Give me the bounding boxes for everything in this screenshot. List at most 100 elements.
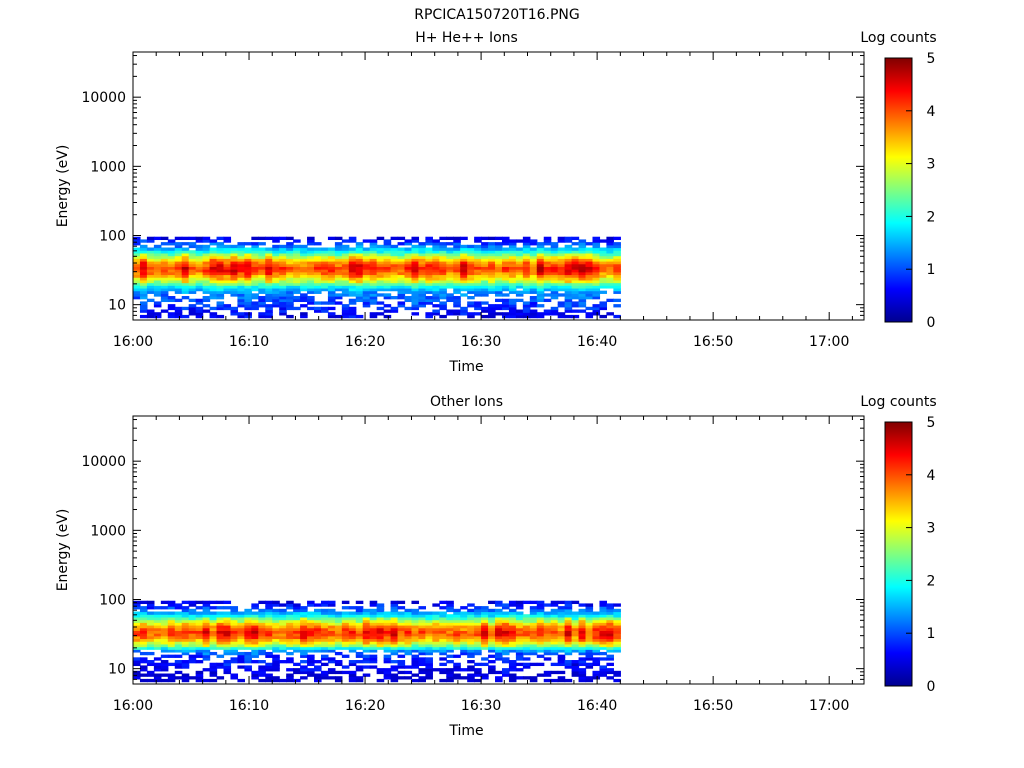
heatmap-cell [327,260,336,265]
heatmap-cell [237,263,245,267]
heatmap-cell [446,236,454,241]
heatmap-cell [216,646,225,650]
heatmap-cell [501,630,510,634]
heatmap-cell [244,643,252,648]
heatmap-cell [390,296,399,300]
heatmap-cell [585,624,594,629]
heatmap-cell [265,633,273,637]
heatmap-cell [202,255,211,259]
heatmap-cell [341,641,350,645]
heatmap-cell [244,668,252,672]
heatmap-cell [488,668,496,672]
heatmap-cell [522,662,531,667]
heatmap-cell [167,627,176,631]
heatmap-cell [585,665,594,669]
heatmap-cell [529,651,538,656]
heatmap-cell [286,296,294,300]
heatmap-cell [355,250,364,254]
heatmap-cell [495,279,503,284]
heatmap-cell [139,258,148,262]
heatmap-cell [160,282,169,286]
heatmap-cell [251,287,259,292]
heatmap-cell [606,641,614,645]
heatmap-cell [613,271,621,276]
heatmap-cell [223,306,232,311]
heatmap-cell [237,242,245,246]
heatmap-cell [592,239,601,243]
heatmap-cell [425,277,433,281]
heatmap-cell [550,662,559,667]
heatmap-cell [348,630,357,634]
heatmap-cell [418,657,426,661]
heatmap-cell [174,662,183,667]
heatmap-cell [578,657,587,661]
heatmap-cell [418,633,426,637]
heatmap-cell [613,678,621,683]
x-tick-label: 16:50 [693,334,733,350]
heatmap-cell [404,641,413,645]
heatmap-cell [286,271,294,276]
heatmap-cell [439,619,447,623]
heatmap-cell [237,657,245,661]
heatmap-cell [613,266,621,270]
heatmap-cell [508,633,517,637]
heatmap-cell [139,608,148,613]
heatmap-cell [488,290,496,294]
heatmap-cell [495,624,503,629]
heatmap-cell [146,236,155,241]
heatmap-cell [599,271,608,276]
heatmap-cell [160,266,169,270]
heatmap-cell [286,633,294,637]
heatmap-cell [557,263,566,267]
heatmap-cell [439,269,447,273]
heatmap-cell [251,301,259,305]
heatmap-cell [508,239,517,243]
heatmap-cell [390,678,399,683]
heatmap-cell [404,250,413,254]
colorbar-tick-label: 4 [927,104,936,120]
heatmap-cell [202,619,211,623]
heatmap-cell [439,668,447,672]
heatmap-cell [529,271,538,276]
heatmap-cell [307,603,315,607]
heatmap-cell [376,255,385,259]
heatmap-cell [369,242,378,246]
heatmap-cell [355,282,364,286]
heatmap-cell [474,616,482,621]
heatmap-cell [508,608,517,613]
heatmap-cell [286,624,294,629]
heatmap-cell [369,298,378,303]
heatmap-cell [439,627,447,631]
heatmap-cell [341,646,350,650]
heatmap-cell [202,678,211,683]
heatmap-cell [585,649,594,653]
heatmap-cell [536,600,545,605]
heatmap-cell [244,242,252,246]
heatmap-cell [599,638,608,642]
heatmap-cell [362,279,371,284]
heatmap-cell [230,638,239,642]
heatmap-cell [488,244,496,249]
heatmap-cell [495,654,503,658]
heatmap-cell [341,269,350,273]
heatmap-cell [265,296,273,300]
heatmap-cell [341,606,350,610]
heatmap-cell [571,638,580,642]
heatmap-cell [174,665,183,669]
heatmap-cell [314,622,322,626]
heatmap-cell [237,641,245,645]
heatmap-cell [453,274,461,278]
heatmap-cell [230,657,239,661]
heatmap-cell [488,304,496,308]
heatmap-cell [488,643,496,648]
heatmap-cell [411,271,420,276]
heatmap-cell [529,304,538,308]
heatmap-cell [223,627,232,631]
heatmap-cell [223,633,232,637]
heatmap-cell [341,250,350,254]
heatmap-cell [522,651,531,656]
heatmap-cell [188,255,197,259]
heatmap-cell [460,255,468,259]
heatmap-cell [383,611,392,615]
heatmap-cell [488,622,496,626]
